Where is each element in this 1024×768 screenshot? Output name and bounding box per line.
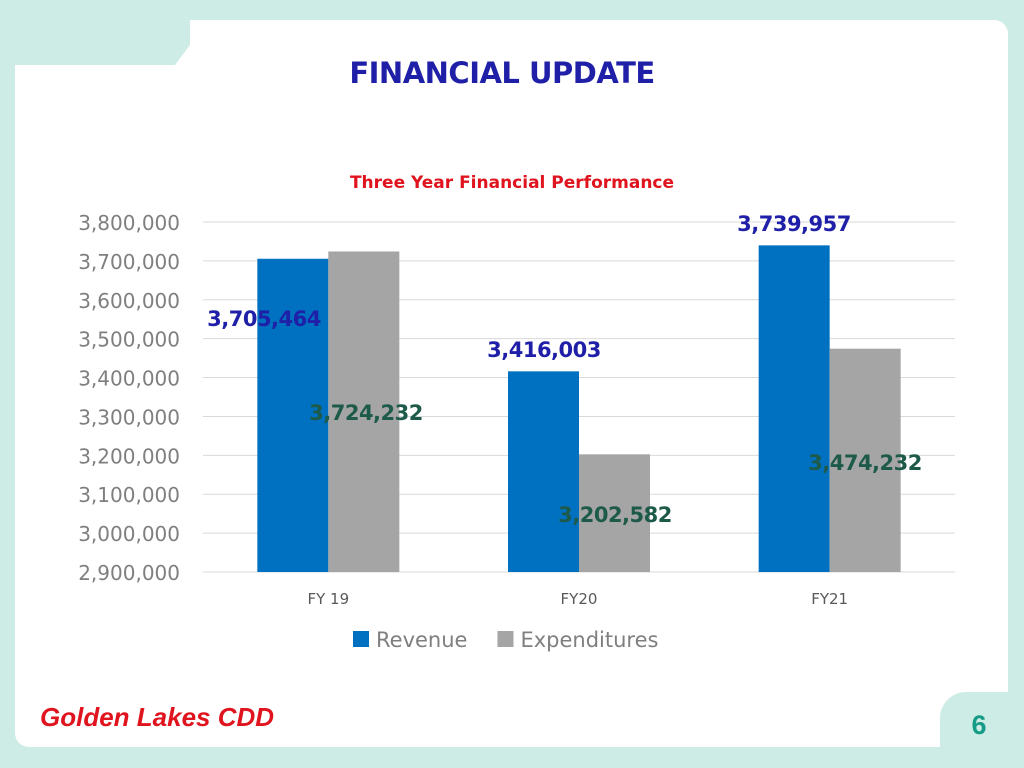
chart-title: Three Year Financial Performance [350, 173, 674, 193]
y-tick-label: 3,400,000 [78, 367, 180, 391]
revenue-legend-swatch [353, 631, 369, 647]
page-number: 6 [971, 710, 987, 740]
expenditures-bar [579, 454, 650, 572]
y-tick-label: 3,100,000 [78, 483, 180, 507]
y-tick-label: 3,000,000 [78, 522, 180, 546]
y-tick-label: 3,500,000 [78, 328, 180, 352]
expenditures-legend-swatch [497, 631, 514, 647]
page-title: FINANCIAL UPDATE [349, 56, 655, 90]
y-tick-label: 3,800,000 [78, 211, 180, 235]
expenditures-bar [328, 251, 400, 572]
footer-organization: Golden Lakes CDD [40, 702, 275, 732]
revenue-data-label: 3,705,464 [207, 307, 321, 331]
y-tick-label: 3,600,000 [78, 289, 180, 313]
revenue-bar [758, 245, 830, 573]
revenue-bar [508, 371, 579, 572]
x-tick-label: FY21 [811, 590, 848, 608]
expenditures-data-label: 3,202,582 [558, 503, 672, 527]
page-number-badge [940, 692, 1024, 768]
expenditures-data-label: 3,474,232 [808, 451, 922, 475]
revenue-bar [257, 258, 329, 572]
expenditures-bar [829, 348, 901, 572]
slide-tab [190, 20, 1008, 70]
y-tick-label: 2,900,000 [78, 561, 180, 585]
revenue-legend-label: Revenue [376, 628, 467, 652]
expenditures-data-label: 3,724,232 [309, 401, 423, 425]
x-tick-label: FY 19 [308, 590, 350, 608]
y-tick-label: 3,700,000 [78, 250, 180, 274]
revenue-data-label: 3,416,003 [487, 338, 601, 362]
expenditures-legend-label: Expenditures [520, 628, 658, 652]
revenue-data-label: 3,739,957 [737, 212, 851, 236]
y-tick-label: 3,200,000 [78, 444, 180, 468]
y-tick-label: 3,300,000 [78, 405, 180, 429]
x-tick-label: FY20 [561, 590, 598, 608]
